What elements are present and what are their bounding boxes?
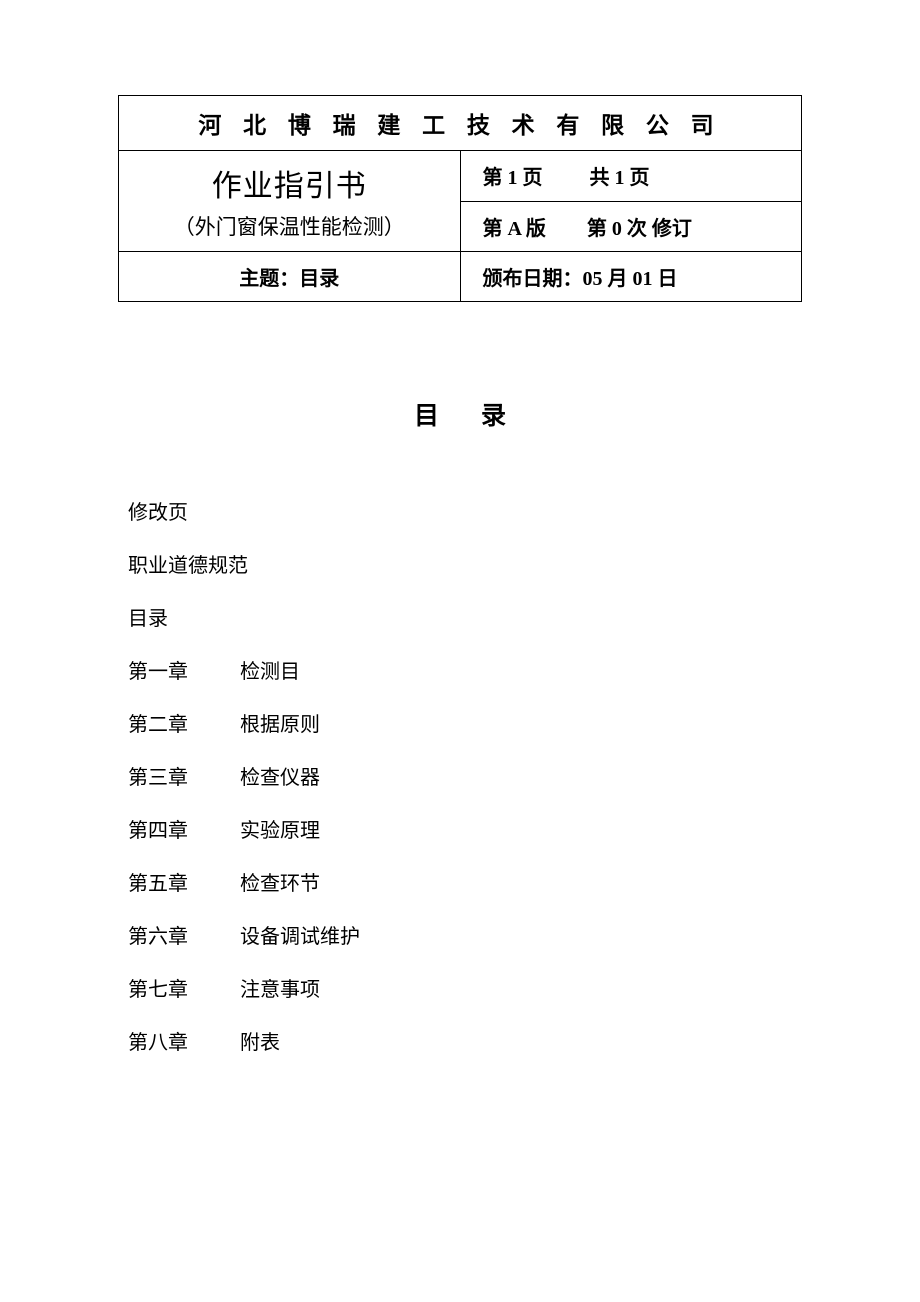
toc-chapter-label: 实验原理 <box>240 814 320 843</box>
toc-chapter-number: 第七章 <box>128 973 240 1002</box>
toc-title: 目录 <box>118 396 802 432</box>
company-name: 河 北 博 瑞 建 工 技 术 有 限 公 司 <box>198 113 721 138</box>
toc-chapter-label: 检测目 <box>240 655 300 684</box>
doc-title-main: 作业指引书 <box>133 161 446 205</box>
document-header-table: 河 北 博 瑞 建 工 技 术 有 限 公 司 作业指引书 （外门窗保温性能检测… <box>118 95 802 302</box>
toc-chapter-number: 第八章 <box>128 1026 240 1055</box>
version: 第 A 版 <box>483 212 546 241</box>
issue-date-cell: 颁布日期：05 月 01 日 <box>460 252 802 302</box>
toc-chapter-item: 第八章 附表 <box>128 1026 802 1055</box>
toc-chapter-label: 设备调试维护 <box>240 920 360 949</box>
toc-chapter-number: 第三章 <box>128 761 240 790</box>
company-name-cell: 河 北 博 瑞 建 工 技 术 有 限 公 司 <box>119 96 802 151</box>
toc-chapter-item: 第五章 检查环节 <box>128 867 802 896</box>
toc-item-label: 目录 <box>128 602 168 631</box>
toc-chapter-label: 根据原则 <box>240 708 320 737</box>
toc-list: 修改页 职业道德规范 目录 第一章 检测目 第二章 根据原则 第三章 检查仪器 … <box>118 496 802 1055</box>
toc-simple-item: 职业道德规范 <box>128 549 802 578</box>
toc-simple-item: 目录 <box>128 602 802 631</box>
revision: 第 0 次 修订 <box>587 218 692 240</box>
version-cell: 第 A 版 第 0 次 修订 <box>460 201 802 252</box>
subject-label: 主题：目录 <box>239 268 339 290</box>
page-info-cell: 第 1 页 共 1 页 <box>460 151 802 202</box>
toc-chapter-label: 注意事项 <box>240 973 320 1002</box>
subject-cell: 主题：目录 <box>119 252 461 302</box>
toc-chapter-item: 第三章 检查仪器 <box>128 761 802 790</box>
toc-chapter-number: 第一章 <box>128 655 240 684</box>
toc-chapter-item: 第四章 实验原理 <box>128 814 802 843</box>
doc-title-cell: 作业指引书 （外门窗保温性能检测） <box>119 151 461 252</box>
toc-chapter-item: 第一章 检测目 <box>128 655 802 684</box>
toc-item-label: 修改页 <box>128 496 188 525</box>
toc-simple-item: 修改页 <box>128 496 802 525</box>
toc-chapter-number: 第六章 <box>128 920 240 949</box>
toc-chapter-item: 第六章 设备调试维护 <box>128 920 802 949</box>
toc-chapter-label: 检查环节 <box>240 867 320 896</box>
toc-chapter-label: 检查仪器 <box>240 761 320 790</box>
toc-item-label: 职业道德规范 <box>128 549 248 578</box>
toc-chapter-label: 附表 <box>240 1026 280 1055</box>
toc-chapter-number: 第五章 <box>128 867 240 896</box>
page-current: 第 1 页 <box>483 161 543 190</box>
page-total: 共 1 页 <box>590 167 650 189</box>
toc-chapter-item: 第七章 注意事项 <box>128 973 802 1002</box>
toc-chapter-number: 第二章 <box>128 708 240 737</box>
toc-chapter-item: 第二章 根据原则 <box>128 708 802 737</box>
issue-date: 颁布日期：05 月 01 日 <box>483 268 678 290</box>
toc-chapter-number: 第四章 <box>128 814 240 843</box>
doc-title-sub: （外门窗保温性能检测） <box>133 211 446 241</box>
